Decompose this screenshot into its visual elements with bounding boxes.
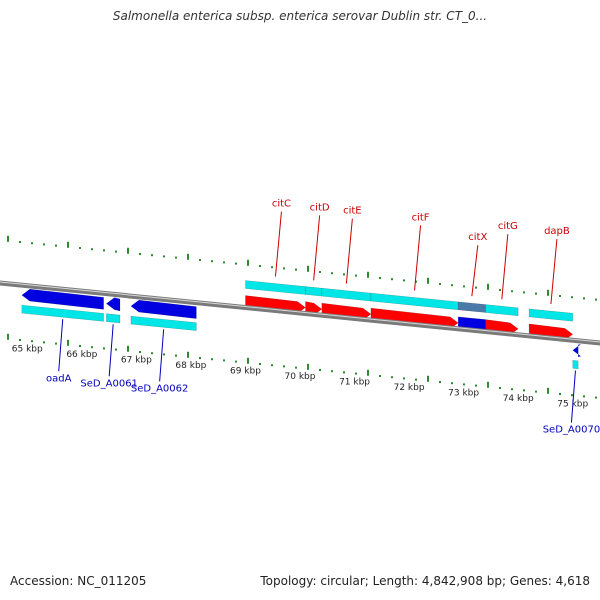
gene-label-group: citC citD citE citF citG dapB citX oadA SeD_A006… (46, 199, 600, 436)
gene-label-leader (471, 245, 479, 297)
reverse-gene-bar (21, 304, 104, 322)
axis-tick-label: 73 kbp (448, 388, 479, 398)
forward-gene-label: citE (343, 206, 362, 217)
reverse-cds-arrow (572, 344, 582, 358)
gene-label-leader (550, 239, 558, 305)
gene-label-leader (414, 225, 422, 291)
forward-gene-label: citF (412, 212, 430, 223)
reverse-cds-arrow (105, 297, 121, 312)
reverse-gene-label: SeD_A0070 (543, 425, 600, 436)
axis-tick-label: 71 kbp (339, 377, 370, 387)
gene-label-leader (313, 215, 321, 281)
forward-gene-bar (370, 292, 459, 311)
axis-tick-label: 66 kbp (66, 350, 97, 360)
axis-tick-label: 70 kbp (285, 372, 316, 382)
gene-label-leader (274, 211, 282, 277)
reverse-gene-bar (106, 313, 121, 324)
gene-label-leader (570, 370, 576, 423)
axis-tick-label: 72 kbp (394, 383, 425, 393)
forward-gene-bar (305, 286, 323, 297)
reverse-gene-label: SeD_A0061 (80, 378, 138, 389)
axis-tick-label: 68 kbp (175, 361, 206, 371)
reverse-cds-arrow (130, 299, 197, 319)
reverse-cds-row (21, 288, 582, 358)
forward-gene-row (245, 280, 573, 322)
axis-tick-label: 67 kbp (121, 356, 152, 366)
genome-backbone-highlight (0, 281, 600, 343)
forward-gene-label: citD (310, 202, 330, 213)
gene-label-leader (345, 218, 353, 284)
forward-gene-bar (245, 280, 306, 295)
forward-gene-bar (321, 287, 372, 302)
forward-feature-bar (457, 301, 486, 313)
genome-summary: Topology: circular; Length: 4,842,908 bp… (260, 574, 590, 588)
reverse-gene-label: SeD_A0062 (131, 383, 189, 394)
forward-gene-label: citC (272, 199, 291, 210)
gene-label-leader (58, 319, 64, 372)
axis-tick-label: 74 kbp (503, 394, 534, 404)
axis-tick-label: 69 kbp (230, 367, 261, 377)
reverse-gene-bar (572, 359, 579, 370)
tick-row-forward (7, 235, 597, 301)
reverse-cds-arrow (21, 288, 104, 310)
reverse-gene-label: oadA (46, 373, 72, 384)
axis-label-group: 65 kbp 66 kbp 67 kbp 68 kbp 69 kbp 70 kbp 71 k… (12, 345, 589, 410)
accession-label: Accession: NC_011205 (10, 574, 147, 588)
gene-label-leader (159, 329, 165, 382)
reverse-gene-bar (130, 315, 197, 331)
tick-row-reverse (7, 333, 597, 399)
forward-gene-bar (485, 304, 519, 317)
forward-gene-bar (528, 308, 573, 322)
forward-gene-label: citX (468, 232, 487, 243)
genome-backbone (0, 280, 600, 346)
gene-label-leader (108, 324, 114, 377)
forward-gene-label: dapB (544, 226, 570, 237)
reverse-gene-row (21, 304, 579, 370)
axis-tick-label: 65 kbp (12, 345, 43, 355)
gene-label-leader (501, 234, 509, 300)
diagram-title: Salmonella enterica subsp. enterica sero… (112, 9, 488, 23)
forward-gene-label: citG (498, 221, 518, 232)
